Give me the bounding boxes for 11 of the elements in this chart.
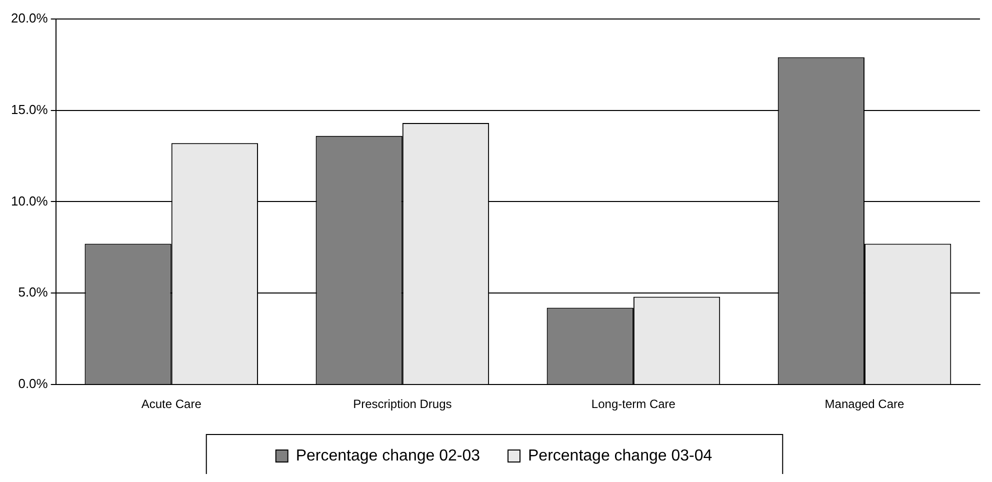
y-tick-label: 5.0% (18, 284, 48, 300)
y-tick-label: 15.0% (10, 102, 48, 117)
legend-label: Percentage change 03-04 (528, 447, 712, 464)
x-tick-label: Managed Care (824, 397, 904, 412)
x-tick-label: Prescription Drugs (353, 397, 452, 412)
y-tick-label: 10.0% (10, 193, 48, 208)
x-tick-label: Acute Care (141, 397, 202, 412)
y-tick-label: 20.0% (10, 10, 48, 26)
x-tick-label: Long-term Care (591, 397, 676, 412)
legend-label: Percentage change 02-03 (296, 447, 480, 464)
y-tick-label: 0.0% (18, 376, 48, 392)
